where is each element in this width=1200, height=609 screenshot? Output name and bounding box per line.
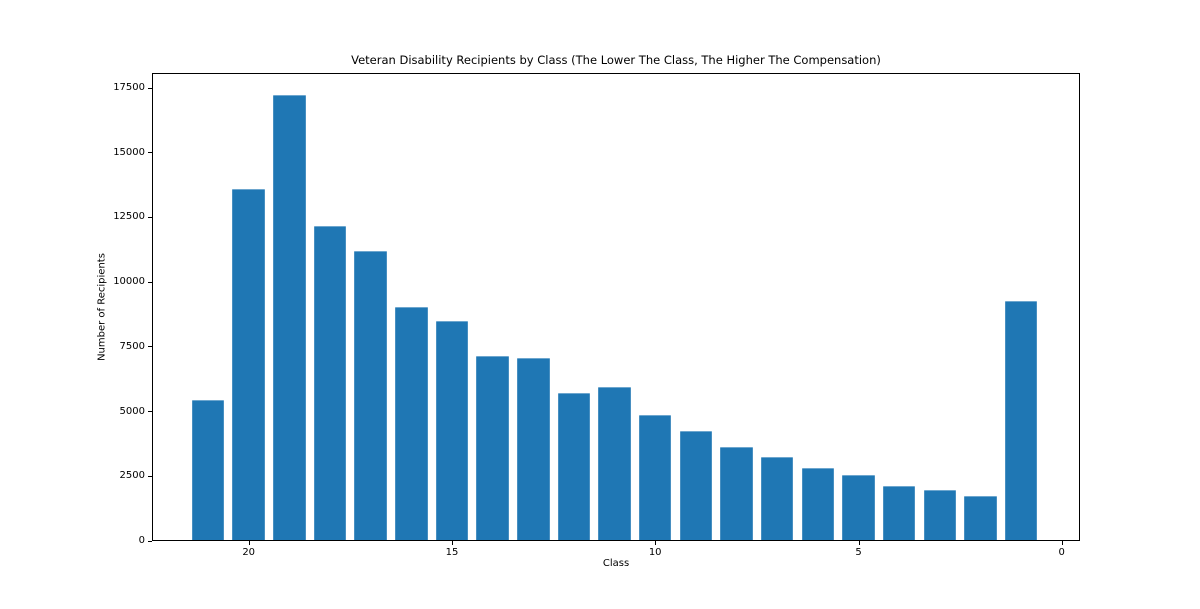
plot-area bbox=[152, 73, 1080, 541]
bar-class-16 bbox=[395, 307, 428, 540]
bar-class-8 bbox=[720, 446, 753, 540]
x-tick-mark bbox=[655, 541, 657, 545]
y-tick-mark bbox=[148, 152, 152, 154]
bar-class-4 bbox=[882, 485, 916, 540]
y-tick-label: 10000 bbox=[113, 276, 145, 288]
y-tick-label: 5000 bbox=[119, 405, 145, 417]
bar-class-7 bbox=[760, 457, 794, 540]
bar-class-15 bbox=[435, 321, 469, 540]
bar-class-9 bbox=[679, 431, 713, 540]
y-tick-mark bbox=[148, 216, 152, 218]
y-tick-mark bbox=[148, 540, 152, 542]
x-tick-mark bbox=[1061, 541, 1063, 545]
y-tick-mark bbox=[148, 475, 152, 477]
y-tick-label: 0 bbox=[138, 535, 145, 546]
y-tick-label: 7500 bbox=[119, 340, 145, 352]
bar-class-13 bbox=[517, 357, 550, 540]
bar-class-12 bbox=[557, 392, 591, 540]
bar-class-1 bbox=[1004, 300, 1038, 540]
bar-class-6 bbox=[801, 467, 835, 540]
y-tick-mark bbox=[148, 281, 152, 283]
y-tick-label: 12500 bbox=[113, 211, 145, 223]
bar-class-10 bbox=[638, 414, 672, 540]
y-tick-label: 2500 bbox=[119, 470, 145, 482]
x-tick-mark bbox=[452, 541, 453, 545]
x-tick-label: 10 bbox=[648, 547, 662, 558]
y-tick-mark bbox=[148, 87, 152, 89]
x-tick-mark bbox=[248, 541, 250, 545]
x-tick-label: 0 bbox=[1058, 547, 1065, 558]
bar-class-14 bbox=[476, 356, 509, 540]
bar-class-17 bbox=[354, 251, 387, 540]
bar-class-2 bbox=[964, 496, 997, 540]
bar-class-3 bbox=[923, 489, 956, 540]
chart-title: Veteran Disability Recipients by Class (… bbox=[351, 53, 881, 67]
x-tick-label: 15 bbox=[445, 547, 459, 558]
y-tick-mark bbox=[148, 346, 152, 348]
y-tick-label: 15000 bbox=[113, 146, 145, 158]
bar-class-20 bbox=[232, 189, 265, 540]
x-tick-label: 5 bbox=[855, 547, 862, 558]
bar-class-21 bbox=[191, 400, 225, 540]
y-tick-label: 17500 bbox=[113, 82, 145, 93]
bar-class-18 bbox=[313, 225, 347, 540]
x-tick-label: 20 bbox=[242, 547, 256, 558]
x-tick-mark bbox=[858, 541, 860, 545]
bar-class-11 bbox=[598, 387, 631, 540]
bar-class-19 bbox=[273, 94, 306, 540]
bar-class-5 bbox=[842, 475, 875, 540]
y-tick-mark bbox=[148, 411, 152, 413]
x-axis-label: Class bbox=[602, 558, 630, 569]
